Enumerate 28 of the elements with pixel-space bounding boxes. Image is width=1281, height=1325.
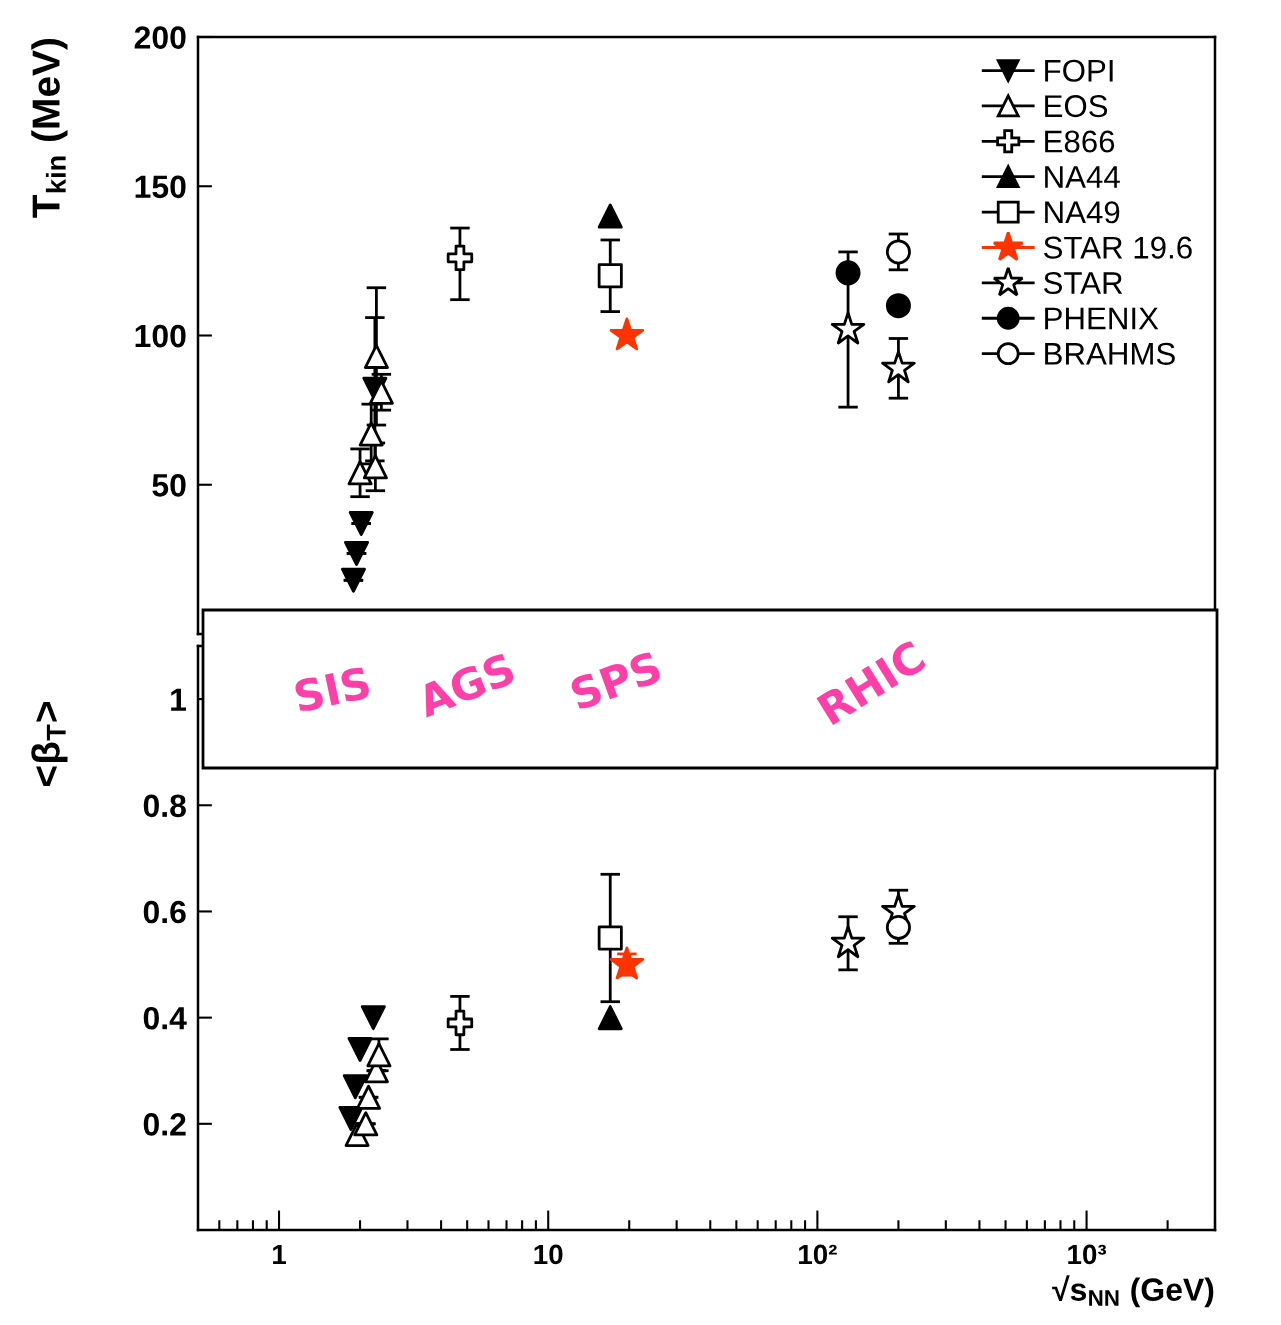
- x-tick-label: 10²: [799, 1244, 837, 1265]
- x-axis-title: √s$_{NN}$ (GeV): [1052, 1275, 1214, 1308]
- y-tick-label: 100: [135, 324, 186, 348]
- y-tick-label: 1: [171, 688, 186, 711]
- y-tick-label: 0.8: [143, 794, 186, 818]
- y-tick-label: 150: [135, 175, 186, 199]
- y-tick-label: 200: [134, 26, 186, 49]
- y-axis-title: T$_{kin}$ (MeV): [31, 39, 68, 218]
- legend-label: BRAHMS: [1045, 342, 1175, 365]
- legend-label: FOPI: [1045, 59, 1113, 82]
- y-tick-label: 50: [152, 474, 186, 497]
- legend-label: PHENIX: [1045, 307, 1159, 330]
- annotation: SPS: [569, 650, 663, 711]
- legend-label: NA44: [1045, 166, 1120, 188]
- annotation: AGS: [414, 651, 516, 719]
- legend-label: NA49: [1045, 201, 1120, 224]
- legend-label: STAR 19.6: [1044, 236, 1192, 259]
- legend-label: STAR: [1044, 271, 1123, 295]
- x-tick-label: 10: [534, 1244, 563, 1265]
- x-tick-label: 1: [273, 1244, 286, 1265]
- y-tick-label: 0.2: [143, 1113, 186, 1136]
- x-tick-label: 10³: [1068, 1244, 1107, 1265]
- y-tick-label: 0.6: [143, 900, 186, 924]
- legend-label: EOS: [1045, 95, 1108, 118]
- annotation: SIS: [293, 665, 371, 713]
- legend-label: E866: [1045, 130, 1115, 153]
- y-tick-label: 0.4: [143, 1006, 187, 1030]
- y-axis-title: <β$_{T}$>: [31, 701, 68, 786]
